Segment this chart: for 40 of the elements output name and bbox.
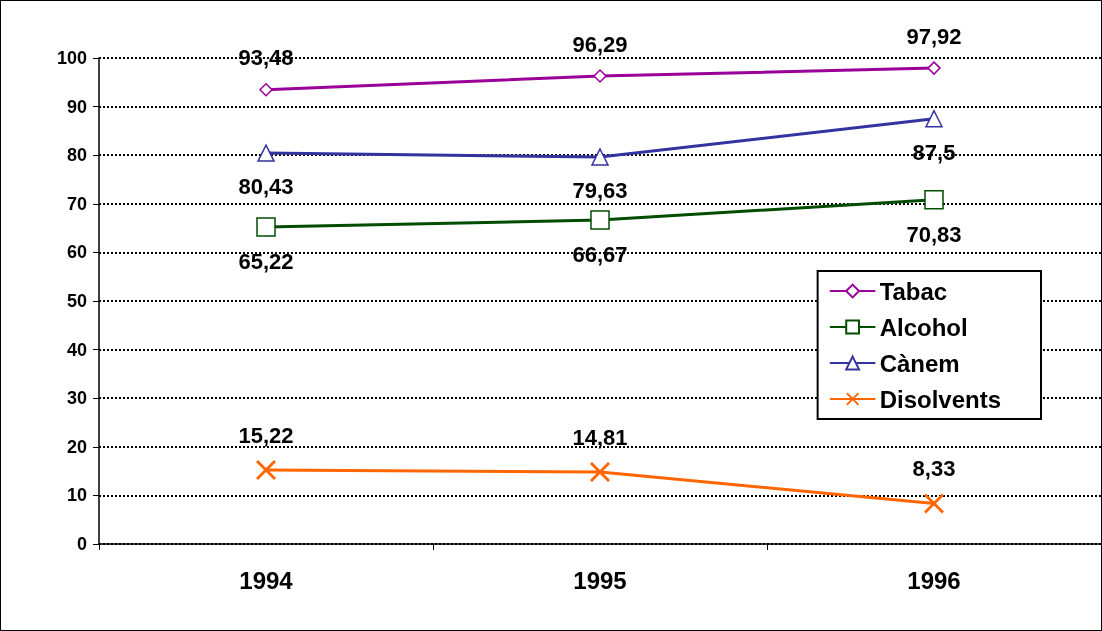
legend-label: Disolvents [879, 385, 1001, 413]
legend-label: Tabac [879, 277, 948, 305]
legend-label: Cànem [879, 349, 960, 377]
point [927, 61, 941, 75]
data-label: 15,22 [238, 422, 294, 448]
y-tick-label: 60 [66, 242, 87, 263]
point [925, 110, 943, 128]
y-tick-label: 0 [76, 534, 87, 554]
data-label: 14,81 [572, 424, 628, 450]
y-tick-label: 10 [66, 485, 87, 506]
point [590, 210, 610, 230]
point [259, 82, 273, 97]
y-tick-label: 50 [66, 291, 87, 311]
y-tick-label: 80 [66, 145, 87, 166]
point [256, 460, 276, 481]
data-label: 8,33 [912, 456, 956, 482]
y-tick-label: 100 [56, 48, 87, 68]
point [257, 144, 275, 162]
legend-label: Alcohol [879, 313, 968, 341]
point [256, 217, 276, 237]
data-label: 79,63 [572, 178, 628, 204]
x-tick-label: 1996 [907, 566, 961, 594]
y-tick-label: 70 [66, 193, 87, 214]
point [924, 493, 944, 514]
point [590, 462, 610, 483]
y-tick-label: 30 [66, 388, 87, 409]
data-label: 96,29 [572, 31, 628, 57]
data-label: 65,22 [238, 249, 294, 275]
y-tick-label: 40 [66, 339, 87, 360]
data-label: 70,83 [906, 222, 962, 248]
data-label: 80,43 [238, 174, 294, 200]
data-label: 87,5 [912, 140, 956, 165]
point [591, 148, 609, 166]
point [924, 190, 944, 210]
x-tick-label: 1994 [239, 566, 294, 594]
y-tick-label: 90 [66, 96, 87, 117]
y-tick-label: 20 [66, 436, 87, 457]
data-label: 97,92 [906, 23, 962, 49]
point [593, 69, 607, 83]
x-tick-label: 1995 [573, 566, 627, 594]
